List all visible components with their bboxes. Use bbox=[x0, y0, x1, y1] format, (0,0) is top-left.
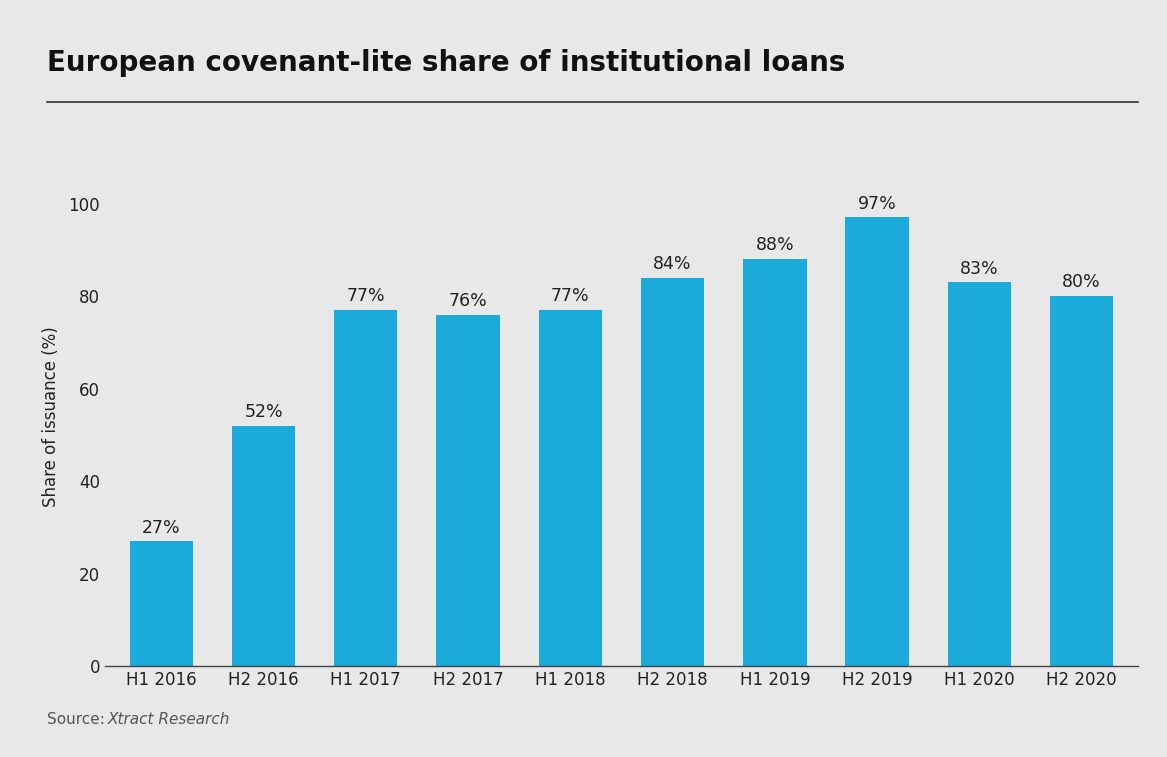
Text: 84%: 84% bbox=[654, 255, 692, 273]
Bar bbox=[1050, 296, 1113, 666]
Bar bbox=[539, 310, 602, 666]
Text: 77%: 77% bbox=[551, 288, 589, 305]
Text: 27%: 27% bbox=[142, 519, 181, 537]
Text: Xtract Research: Xtract Research bbox=[107, 712, 230, 727]
Text: 52%: 52% bbox=[244, 403, 282, 421]
Bar bbox=[436, 315, 499, 666]
Bar bbox=[845, 217, 909, 666]
Bar bbox=[232, 425, 295, 666]
Bar bbox=[130, 541, 193, 666]
Text: 77%: 77% bbox=[347, 288, 385, 305]
Text: 88%: 88% bbox=[755, 236, 794, 254]
Text: 76%: 76% bbox=[448, 292, 488, 310]
Text: European covenant-lite share of institutional loans: European covenant-lite share of institut… bbox=[47, 49, 845, 77]
Text: Source:: Source: bbox=[47, 712, 110, 727]
Bar bbox=[948, 282, 1011, 666]
Bar bbox=[334, 310, 398, 666]
Text: 97%: 97% bbox=[858, 195, 896, 213]
Text: 80%: 80% bbox=[1062, 273, 1100, 291]
Y-axis label: Share of issuance (%): Share of issuance (%) bbox=[42, 326, 61, 506]
Bar bbox=[743, 259, 806, 666]
Bar bbox=[641, 278, 704, 666]
Text: 83%: 83% bbox=[960, 260, 999, 278]
